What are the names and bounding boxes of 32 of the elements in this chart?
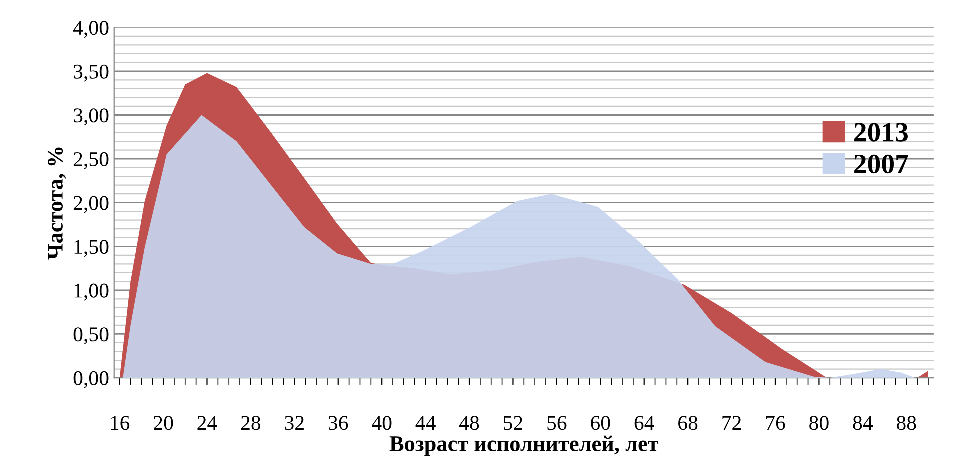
legend-label: 2007 [854,154,908,174]
x-tick-label: 56 [548,416,567,430]
y-tick-label: 3,50 [74,64,109,82]
y-tick-label: 3,00 [74,108,109,126]
x-tick-label: 80 [810,416,829,430]
y-tick-label: 1,50 [74,240,109,258]
x-tick-label: 76 [766,416,786,430]
x-tick-label: 88 [897,416,916,430]
y-axis-title: Частота, % [48,148,66,260]
x-tick-label: 24 [198,416,218,430]
x-tick-label: 84 [853,416,873,430]
y-tick-label: 2,50 [74,152,109,170]
x-tick-label: 16 [111,416,130,430]
x-tick-label: 72 [722,416,742,430]
x-tick-label: 60 [591,416,610,430]
x-tick-label: 64 [634,416,654,430]
x-tick-label: 20 [154,416,174,430]
x-tick-label: 28 [241,416,261,430]
x-axis-title: Возраст исполнителей, лет [390,436,659,456]
x-tick-label: 32 [285,416,304,430]
y-tick-label: 2,00 [74,196,109,214]
y-tick-label: 1,00 [74,284,109,301]
y-tick-label: 0,00 [74,371,109,388]
legend-label: 2013 [854,123,908,142]
y-tick-label: 4,00 [73,21,109,38]
x-tick-label: 68 [678,416,698,430]
x-tick-label: 52 [504,416,522,430]
y-tick-label: 0,50 [74,328,109,345]
x-tick-label: 40 [372,416,392,430]
x-tick-label: 44 [416,416,436,430]
x-tick-label: 36 [328,416,348,430]
x-tick-label: 48 [460,416,480,430]
